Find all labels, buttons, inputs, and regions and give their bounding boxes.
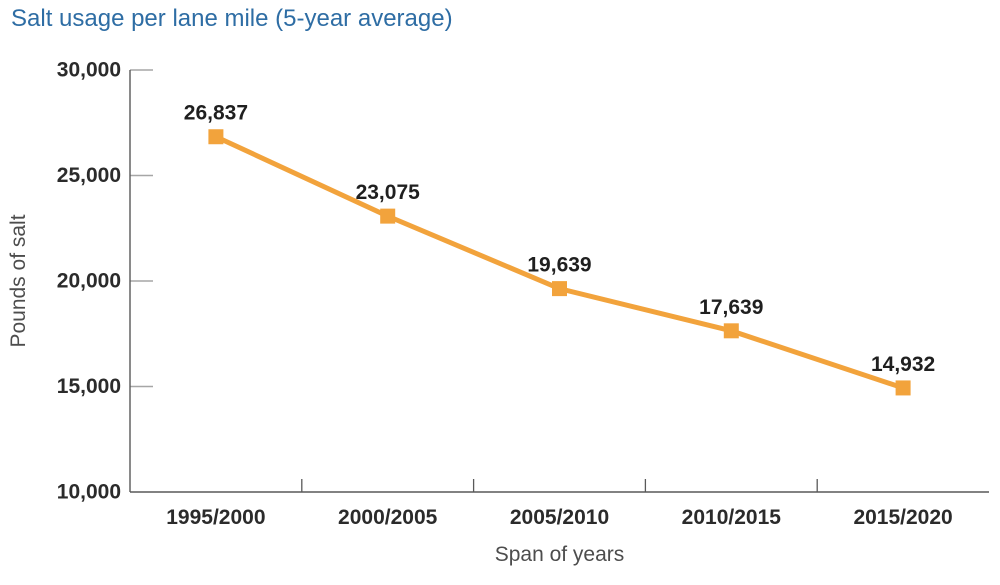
data-point-marker [208,129,224,145]
data-point-label: 19,639 [527,254,591,277]
y-axis-tick-label: 10,000 [57,481,121,504]
y-axis-tick-label: 25,000 [57,164,121,187]
x-axis-tick-label: 1995/2000 [166,506,265,529]
data-point-marker [552,281,567,297]
data-point-marker [723,323,739,339]
chart-title: Salt usage per lane mile (5-year average… [11,5,453,32]
y-axis-title: Pounds of salt [7,214,30,347]
y-axis-tick-label: 30,000 [57,59,121,82]
x-axis-title: Span of years [495,543,625,566]
x-axis-tick-label: 2015/2020 [853,506,952,529]
data-point-label: 14,932 [871,353,935,376]
x-axis-tick-label: 2000/2005 [338,506,438,529]
data-point-marker [895,380,911,396]
y-axis-tick-label: 20,000 [57,270,121,293]
data-point-label: 17,639 [699,296,763,319]
x-axis-tick-label: 2010/2015 [682,506,782,529]
data-point-label: 23,075 [356,181,421,204]
data-point-label: 26,837 [184,102,248,125]
data-point-marker [380,208,396,224]
x-axis-tick-label: 2005/2010 [510,506,609,529]
y-axis-tick-label: 15,000 [57,375,121,398]
